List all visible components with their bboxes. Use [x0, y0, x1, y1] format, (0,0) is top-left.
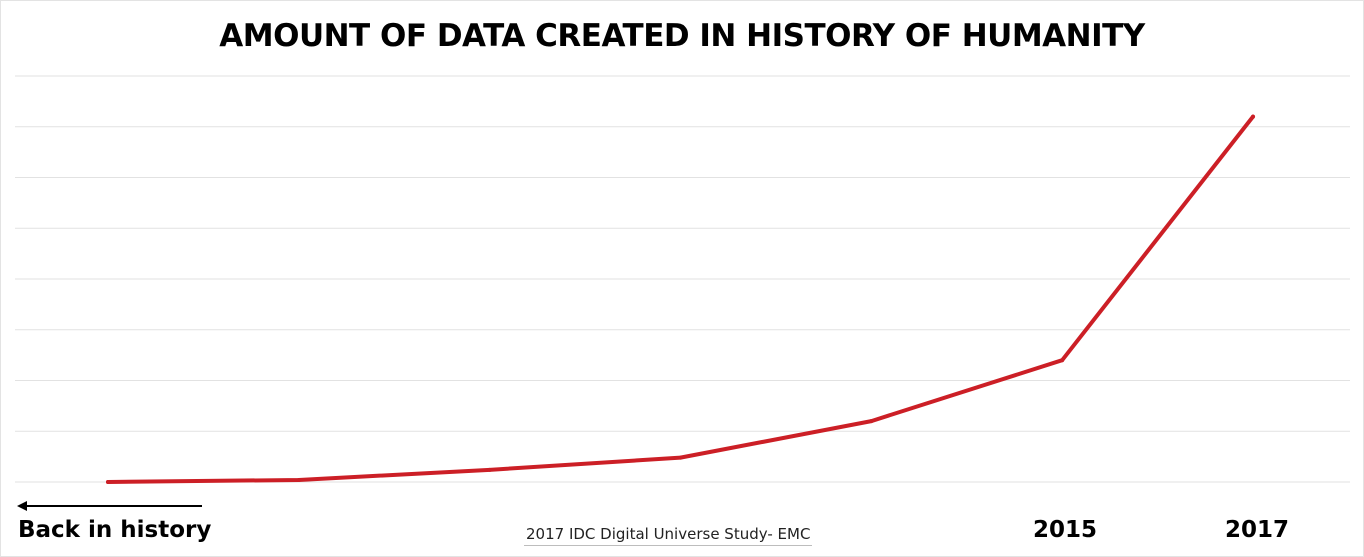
- gridlines: [15, 75, 1350, 483]
- x-label-back-in-history: Back in history: [18, 517, 212, 543]
- data-point: [1251, 114, 1255, 119]
- data-point: [296, 477, 301, 482]
- data-point: [869, 419, 874, 424]
- data-point: [487, 467, 492, 472]
- series-line: [106, 114, 1255, 484]
- x-label-2017: 2017: [1225, 517, 1290, 543]
- data-point: [678, 455, 683, 460]
- x-label-2015: 2015: [1033, 517, 1098, 543]
- arrow-head: [17, 501, 27, 511]
- back-in-history-arrow: [17, 501, 202, 511]
- data-point: [1060, 358, 1065, 363]
- source-citation: 2017 IDC Digital Universe Study- EMC: [524, 525, 813, 546]
- data-point: [106, 480, 110, 484]
- chart-title: AMOUNT OF DATA CREATED IN HISTORY OF HUM…: [219, 18, 1145, 54]
- series-group: [106, 114, 1255, 484]
